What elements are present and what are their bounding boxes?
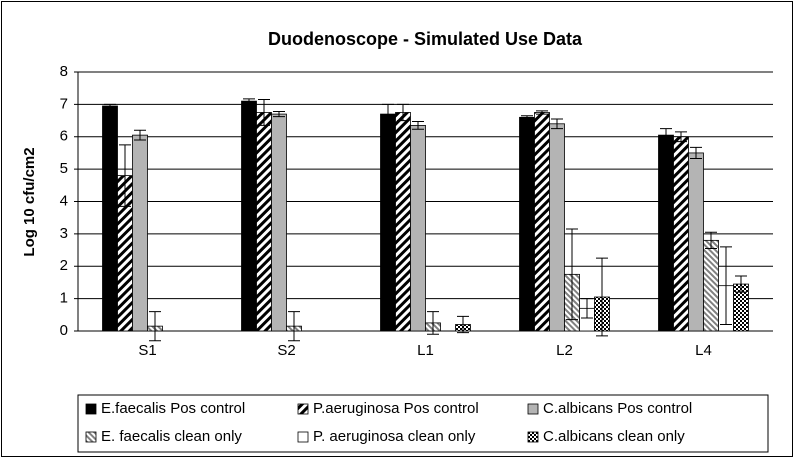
x-tick-label: S1 bbox=[138, 342, 156, 359]
bar bbox=[256, 112, 272, 332]
y-tick-label: 1 bbox=[60, 290, 68, 307]
bar bbox=[658, 134, 674, 332]
error-bar bbox=[412, 121, 424, 130]
error-bar bbox=[596, 257, 608, 337]
legend-label: P.aeruginosa Pos control bbox=[313, 400, 479, 417]
legend-label: P. aeruginosa clean only bbox=[313, 428, 476, 445]
y-tick-label: 5 bbox=[60, 160, 68, 177]
legend bbox=[77, 394, 769, 453]
error-bar bbox=[536, 110, 548, 115]
legend-label: C.albicans Pos control bbox=[543, 400, 692, 417]
bar bbox=[380, 113, 396, 332]
error-bar bbox=[675, 131, 687, 143]
error-bar bbox=[705, 231, 717, 249]
x-tick-label: S2 bbox=[277, 342, 295, 359]
bar bbox=[102, 105, 118, 332]
bar bbox=[519, 116, 535, 332]
bar bbox=[534, 112, 550, 332]
y-tick-label: 0 bbox=[60, 322, 68, 339]
legend-swatch bbox=[527, 403, 539, 415]
x-tick-label: L2 bbox=[556, 342, 573, 359]
bar bbox=[241, 100, 257, 332]
chart-title: Duodenoscope - Simulated Use Data bbox=[268, 29, 583, 49]
bar bbox=[549, 123, 565, 332]
error-bar bbox=[660, 128, 672, 143]
x-tick-label: L4 bbox=[695, 342, 712, 359]
error-bar bbox=[427, 311, 439, 335]
y-tick-label: 2 bbox=[60, 257, 68, 274]
y-tick-label: 4 bbox=[60, 192, 68, 209]
error-bar bbox=[581, 298, 593, 319]
y-tick-label: 7 bbox=[60, 95, 68, 112]
bar bbox=[410, 125, 426, 332]
legend-label: E.faecalis Pos control bbox=[101, 400, 245, 417]
legend-swatch bbox=[297, 431, 309, 443]
y-tick-label: 8 bbox=[60, 63, 68, 80]
y-tick-label: 6 bbox=[60, 128, 68, 145]
legend-swatch bbox=[85, 403, 97, 415]
error-bar bbox=[149, 311, 161, 342]
error-bar bbox=[382, 103, 394, 125]
error-bar bbox=[397, 103, 409, 122]
error-bar bbox=[720, 246, 732, 326]
error-bar bbox=[134, 129, 146, 141]
x-tick-label: L1 bbox=[417, 342, 434, 359]
error-bar bbox=[258, 99, 270, 126]
bar bbox=[271, 113, 287, 332]
bar bbox=[688, 152, 704, 332]
error-bar bbox=[288, 311, 300, 342]
error-bar bbox=[119, 144, 131, 207]
bar bbox=[132, 134, 148, 332]
error-bar bbox=[457, 315, 469, 334]
legend-swatch bbox=[297, 403, 309, 415]
error-bar bbox=[735, 275, 747, 293]
error-bar bbox=[551, 118, 563, 130]
error-bar bbox=[521, 115, 533, 120]
bar bbox=[395, 112, 411, 332]
error-bar bbox=[273, 110, 285, 118]
y-tick-label: 3 bbox=[60, 225, 68, 242]
legend-swatch bbox=[527, 431, 539, 443]
error-bar bbox=[104, 103, 116, 109]
legend-label: C.albicans clean only bbox=[543, 428, 685, 445]
legend-swatch bbox=[85, 431, 97, 443]
error-bar bbox=[566, 228, 578, 321]
y-axis-label: Log 10 cfu/cm2 bbox=[21, 147, 38, 256]
error-bar bbox=[690, 146, 702, 159]
error-bar bbox=[243, 98, 255, 104]
bar bbox=[673, 136, 689, 332]
legend-label: E. faecalis clean only bbox=[101, 428, 242, 445]
bar bbox=[703, 239, 719, 332]
